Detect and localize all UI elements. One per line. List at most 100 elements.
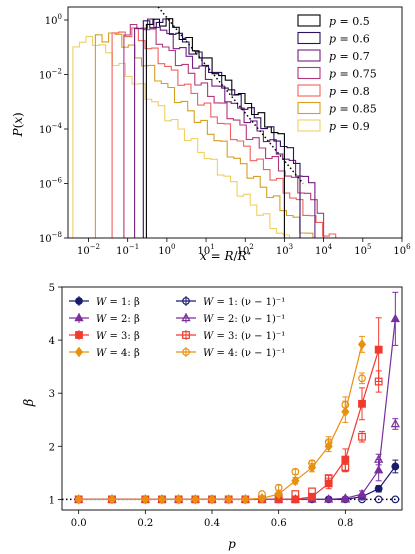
series-W2-nu xyxy=(340,418,400,503)
data-point xyxy=(274,488,283,500)
data-point xyxy=(357,491,367,500)
histogram-0.5 xyxy=(145,18,285,238)
plot-area xyxy=(72,7,382,238)
data-point xyxy=(374,484,383,493)
legend-marker xyxy=(74,312,84,322)
x-tick-label: 0.4 xyxy=(204,518,220,529)
legend-swatch xyxy=(297,49,321,62)
x-tick-label: 102 xyxy=(237,243,254,257)
fit-line xyxy=(78,349,380,500)
legend-label: W = 1: (ν − 1)⁻¹ xyxy=(203,297,285,308)
legend-label: W = 3: (ν − 1)⁻¹ xyxy=(203,331,285,342)
histogram-0.75 xyxy=(123,23,325,238)
legend-marker xyxy=(182,297,190,305)
data-point xyxy=(374,377,383,386)
series-W3-nu xyxy=(274,370,383,501)
x-tick-label: 0.2 xyxy=(137,518,153,529)
series-W4-nu xyxy=(258,372,366,498)
legend-label: W = 4: (ν − 1)⁻¹ xyxy=(203,348,285,359)
series-W3-beta xyxy=(74,317,383,504)
data-point xyxy=(341,400,350,409)
legend-label: W = 3: β xyxy=(96,331,140,342)
data-point xyxy=(141,494,150,505)
x-tick-label: 0.6 xyxy=(271,518,287,529)
data-point xyxy=(391,462,400,471)
x-tick-label: 100 xyxy=(158,243,175,257)
data-point xyxy=(107,494,117,505)
fit-line xyxy=(78,318,396,500)
legend-label: W = 1: β xyxy=(96,297,140,308)
data-point xyxy=(324,494,334,503)
data-point xyxy=(390,418,400,428)
histogram-0.9 xyxy=(72,35,382,238)
data-point xyxy=(340,494,350,503)
legend: p = 0.5 p = 0.6 p = 0.7 p = 0.75 p = 0.8 p = … xyxy=(297,14,377,133)
data-point xyxy=(324,438,333,446)
data-point xyxy=(174,494,183,505)
legend-marker xyxy=(182,331,190,339)
legend-label: W = 2: β xyxy=(96,314,140,325)
data-point xyxy=(374,345,383,354)
data-point xyxy=(341,463,350,472)
plot-frame xyxy=(67,6,403,239)
legend-label: p = 0.9 xyxy=(329,120,370,133)
data-point xyxy=(157,494,167,505)
y-axis-label: β xyxy=(22,399,37,408)
legend-label: p = 0.7 xyxy=(329,50,370,63)
x-tick-label: 0.0 xyxy=(71,518,87,529)
data-point xyxy=(274,483,283,492)
legend-marker xyxy=(74,346,84,358)
y-tick-label: 10−8 xyxy=(39,231,62,245)
legend-label: p = 0.5 xyxy=(329,15,370,28)
data-point xyxy=(308,459,316,468)
legend-marker xyxy=(182,348,190,356)
data-point xyxy=(357,339,367,350)
legend-marker xyxy=(75,297,83,305)
data-point xyxy=(374,464,384,474)
series-W4-beta xyxy=(74,335,367,505)
data-point xyxy=(241,494,250,505)
plot-frame xyxy=(61,286,403,511)
data-point xyxy=(224,494,233,505)
legend-swatch xyxy=(297,119,321,132)
data-point xyxy=(390,313,400,323)
y-tick-label: 1 xyxy=(49,495,55,506)
legend-label: p = 0.75 xyxy=(329,68,377,81)
fit-line xyxy=(78,344,363,500)
histogram-0.6 xyxy=(142,18,301,238)
x-axis-label: x = R/R⋆ xyxy=(200,248,252,263)
data-point xyxy=(391,495,400,504)
data-point xyxy=(74,494,83,505)
series-W1-beta xyxy=(74,459,400,504)
legend-label: p = 0.8 xyxy=(329,85,370,98)
legend-label: W = 4: β xyxy=(96,348,140,359)
data-point xyxy=(308,492,316,501)
legend-swatch xyxy=(297,14,321,27)
x-tick-label: 0.8 xyxy=(337,518,353,529)
legend-swatch xyxy=(297,84,321,97)
data-point xyxy=(191,494,200,505)
data-point xyxy=(291,490,300,498)
y-tick-label: 5 xyxy=(49,283,55,294)
y-tick-label: 10−2 xyxy=(39,68,62,82)
x-tick-label: 105 xyxy=(354,243,371,257)
legend-marker xyxy=(181,312,191,322)
legend-swatch xyxy=(297,66,321,80)
x-tick-label: 10−2 xyxy=(77,243,100,257)
data-point xyxy=(324,474,333,483)
x-tick-label: 101 xyxy=(197,243,214,257)
histogram-0.8 xyxy=(111,27,343,238)
data-point xyxy=(291,495,300,504)
legend-marker xyxy=(75,331,83,339)
y-tick-label: 3 xyxy=(49,389,55,400)
y-axis-label: P(x) xyxy=(11,112,25,137)
y-tick-label: 2 xyxy=(49,442,55,453)
histogram-panel: 10−2 10−1 100 101 102 103 104 105 106 100 10−2 10−4… xyxy=(11,6,411,263)
x-tick-label: 104 xyxy=(315,243,333,257)
data-point xyxy=(374,454,384,463)
data-point xyxy=(358,374,366,383)
data-point xyxy=(341,455,350,464)
legend-label: W = 2: (ν − 1)⁻¹ xyxy=(203,314,285,325)
